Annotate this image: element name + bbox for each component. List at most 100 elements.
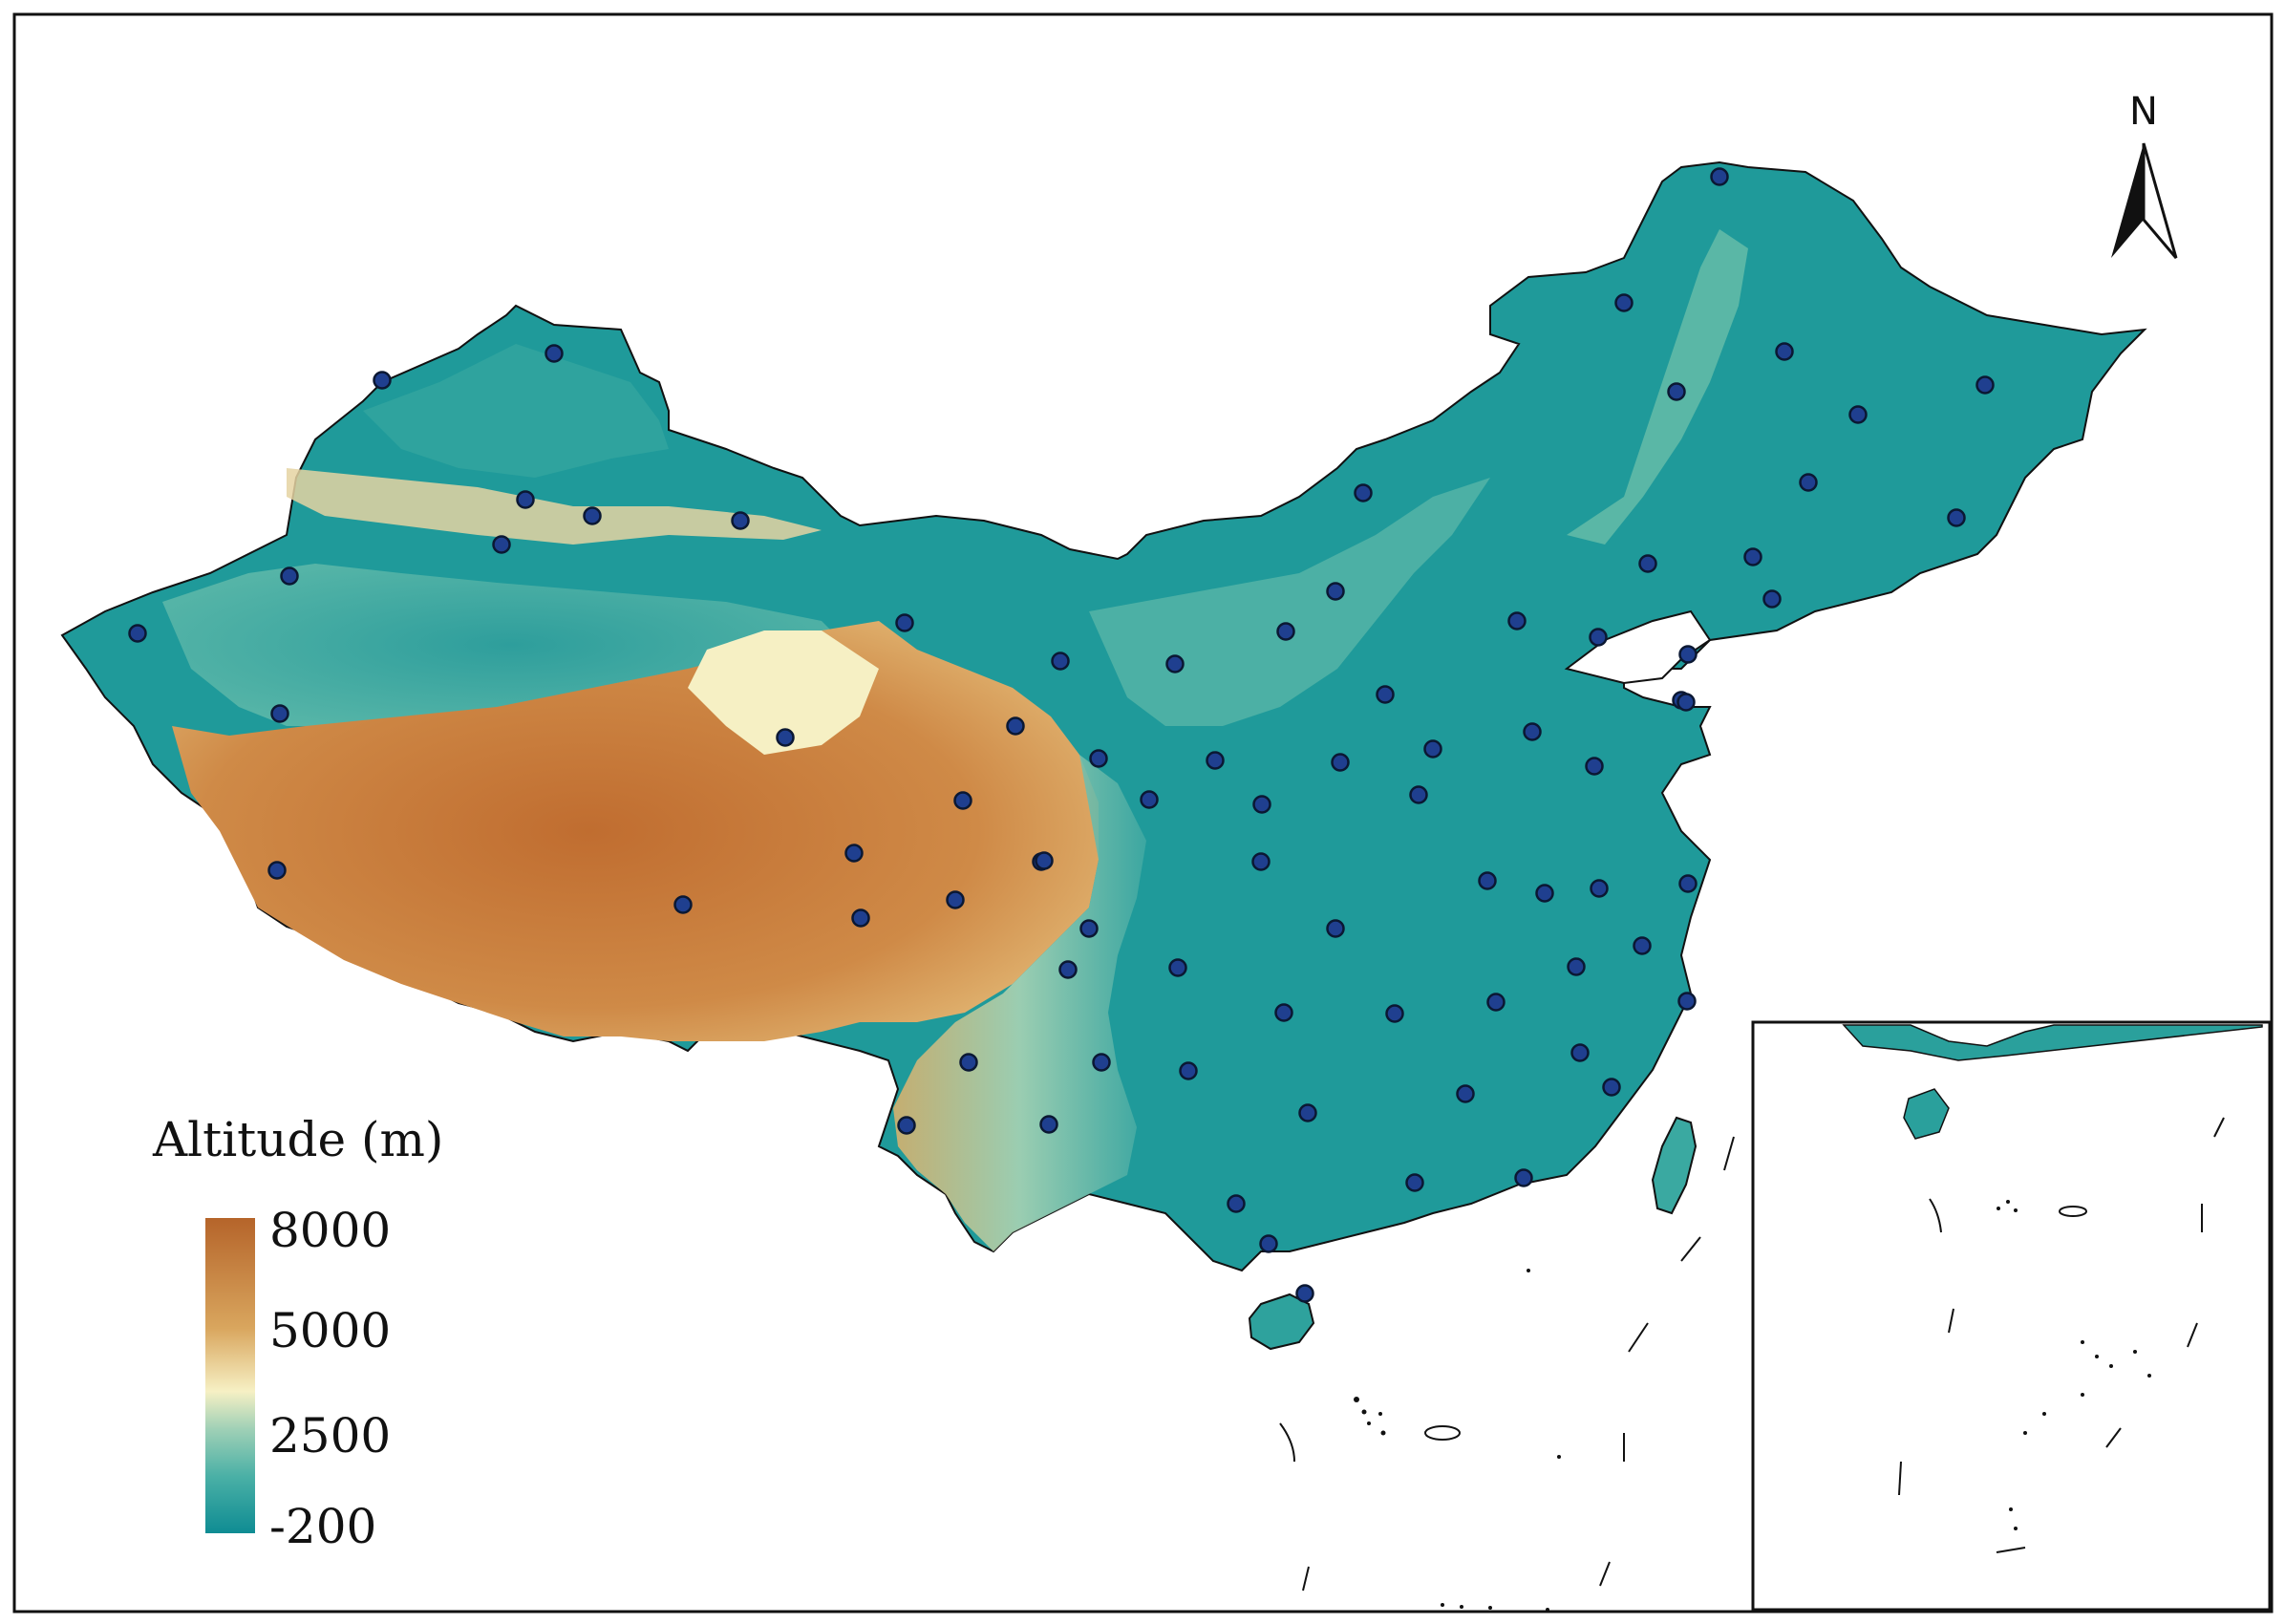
station-marker xyxy=(128,624,147,643)
station-marker xyxy=(1743,547,1762,566)
station-marker xyxy=(1775,342,1794,361)
station-marker xyxy=(776,728,795,747)
weather-stations xyxy=(128,167,1995,1303)
legend-colorbar xyxy=(205,1218,255,1533)
station-marker xyxy=(1140,790,1159,809)
station-marker xyxy=(1058,960,1078,979)
station-marker xyxy=(1165,654,1185,673)
legend-tick-5000: 5000 xyxy=(269,1303,391,1358)
south-china-sea-marks xyxy=(1279,1136,1735,1592)
dzungaria-basin xyxy=(363,344,669,478)
station-marker xyxy=(1602,1078,1621,1097)
station-marker xyxy=(1089,749,1108,768)
station-marker xyxy=(373,371,392,390)
station-marker xyxy=(1590,879,1609,898)
bohai-sea xyxy=(1564,609,1712,685)
station-marker xyxy=(946,890,965,909)
station-marker xyxy=(1676,693,1696,712)
station-marker xyxy=(1678,874,1698,893)
taiwan-island xyxy=(1651,1116,1698,1215)
station-marker xyxy=(1523,722,1542,741)
station-marker xyxy=(1298,1103,1317,1122)
station-marker xyxy=(1295,1284,1314,1303)
station-marker xyxy=(844,844,864,863)
station-marker xyxy=(1206,751,1225,770)
station-marker xyxy=(1409,785,1428,804)
station-marker xyxy=(267,861,287,880)
station-marker xyxy=(1633,936,1652,955)
station-marker xyxy=(583,506,602,525)
station-marker xyxy=(1478,871,1497,890)
station-marker xyxy=(1710,167,1729,186)
station-marker xyxy=(1677,992,1697,1011)
station-marker xyxy=(897,1116,916,1135)
station-marker xyxy=(673,895,693,914)
north-plateau xyxy=(1089,478,1490,726)
qaidam-basin xyxy=(688,630,879,755)
inset-map xyxy=(1751,1020,2272,1612)
station-marker xyxy=(1535,884,1554,903)
station-marker xyxy=(1274,1003,1293,1022)
altitude-legend: Altitude (m) 8000 5000 2500 -200 xyxy=(152,1112,443,1554)
tibet-plateau xyxy=(172,621,1099,1041)
station-marker xyxy=(1947,508,1966,527)
station-marker xyxy=(1035,851,1054,870)
station-marker xyxy=(1614,293,1634,312)
station-marker xyxy=(1276,622,1295,641)
legend-tick-8000: 8000 xyxy=(269,1203,391,1258)
station-marker xyxy=(1385,1004,1404,1023)
scattered-islands xyxy=(1354,1269,1561,1612)
station-marker xyxy=(959,1053,978,1072)
khingan-range xyxy=(1567,229,1748,545)
station-marker xyxy=(1405,1173,1424,1192)
station-marker xyxy=(1486,993,1506,1012)
station-marker xyxy=(1354,483,1373,502)
tianshan-ridge xyxy=(287,468,822,545)
station-marker xyxy=(545,344,564,363)
station-marker xyxy=(953,791,972,810)
station-marker xyxy=(1570,1043,1590,1062)
station-marker xyxy=(1585,757,1604,776)
station-marker xyxy=(1259,1234,1278,1253)
station-marker xyxy=(1331,753,1350,772)
station-marker xyxy=(1762,589,1782,609)
station-marker xyxy=(1678,645,1698,664)
plateau-transition xyxy=(893,755,1146,1251)
legend-title: Altitude (m) xyxy=(152,1112,443,1167)
station-marker xyxy=(1514,1168,1533,1187)
station-marker xyxy=(1039,1115,1058,1134)
north-arrow-icon xyxy=(2111,143,2144,258)
station-marker xyxy=(1227,1194,1246,1213)
station-marker xyxy=(1006,716,1025,736)
station-marker xyxy=(1051,652,1070,671)
station-marker xyxy=(1179,1061,1198,1080)
station-marker xyxy=(1376,685,1395,704)
station-marker xyxy=(731,511,750,530)
station-marker xyxy=(492,535,511,554)
station-marker xyxy=(1975,375,1995,395)
station-marker xyxy=(1092,1053,1111,1072)
legend-tick-2500: 2500 xyxy=(269,1408,391,1464)
station-marker xyxy=(1667,382,1686,401)
station-marker xyxy=(1507,611,1527,630)
station-marker xyxy=(1251,852,1271,871)
station-marker xyxy=(280,566,299,586)
station-marker xyxy=(1567,957,1586,976)
station-marker xyxy=(1079,919,1099,938)
tarim-basin xyxy=(162,564,860,726)
north-label: N xyxy=(2129,90,2158,134)
station-marker xyxy=(1252,795,1271,814)
station-marker xyxy=(1638,554,1657,573)
hainan-island xyxy=(1248,1293,1315,1351)
station-marker xyxy=(1456,1084,1475,1103)
station-marker xyxy=(270,704,289,723)
station-marker xyxy=(516,490,535,509)
station-marker xyxy=(1326,582,1345,601)
station-marker xyxy=(851,908,870,928)
station-marker xyxy=(1168,958,1187,977)
north-arrow: N xyxy=(2111,90,2178,259)
station-marker xyxy=(1423,739,1442,759)
station-marker xyxy=(1326,919,1345,938)
